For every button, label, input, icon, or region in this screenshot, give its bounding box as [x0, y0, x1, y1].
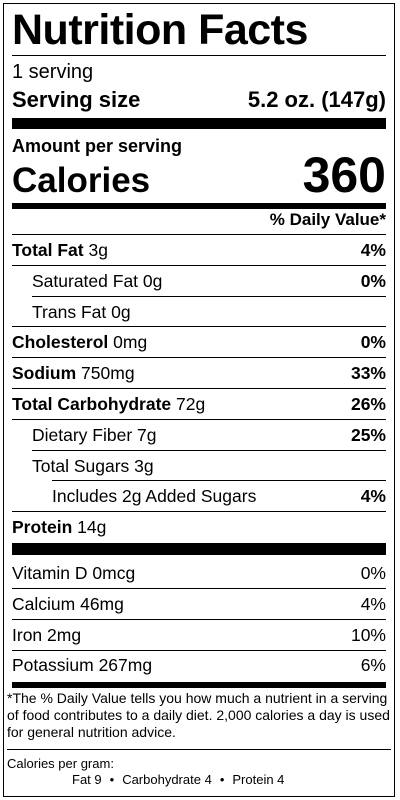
daily-value-footnote: *The % Daily Value tells you how much a …: [7, 690, 390, 740]
divider-medium: [12, 682, 386, 688]
divider-thin: [12, 357, 386, 358]
divider-thin: [12, 55, 386, 56]
nutrient-amount: 0g: [142, 271, 163, 291]
nutrient-row-total-sugars: Total Sugars 3g: [12, 451, 386, 481]
divider-thin: [12, 419, 386, 420]
vitamin-name: Potassium: [12, 655, 94, 675]
divider-thin: [32, 450, 386, 451]
nutrient-row-added-sugars: Includes 2g Added Sugars 4%: [12, 481, 386, 511]
nutrient-amount: 750mg: [81, 363, 135, 383]
calories-per-gram-values: Fat 9 • Carbohydrate 4 • Protein 4: [72, 772, 284, 788]
nutrient-row-cholesterol: Cholesterol 0mg 0%: [12, 327, 386, 357]
bullet-separator: •: [219, 772, 225, 787]
serving-size-value: 5.2 oz. (147g): [247, 87, 386, 112]
nutrient-row-total-carbohydrate: Total Carbohydrate 72g 26%: [12, 389, 386, 419]
vitamin-amount: 267mg: [98, 655, 153, 675]
nutrient-name: Total Sugars: [32, 456, 130, 476]
divider-thin: [12, 511, 386, 512]
divider-thin: [52, 480, 386, 481]
divider-medium: [12, 203, 386, 209]
divider-thin: [12, 588, 386, 589]
divider-thin: [12, 650, 386, 651]
nutrient-dv: 4%: [360, 240, 386, 260]
divider-thick: [12, 543, 386, 555]
vitamin-name: Vitamin D: [12, 563, 88, 583]
nutrient-name: Cholesterol: [12, 332, 109, 352]
nutrient-amount: 0g: [111, 302, 131, 322]
cpg-fat: Fat 9: [72, 772, 102, 787]
vitamin-dv: 6%: [360, 655, 386, 675]
nutrient-dv: 4%: [360, 486, 386, 506]
vitamin-amount: 2mg: [47, 625, 82, 645]
nutrient-amount: 3g: [88, 240, 108, 260]
nutrient-name: Total Carbohydrate: [12, 394, 172, 414]
nutrient-name: Dietary Fiber: [32, 425, 133, 445]
nutrient-dv: 26%: [350, 394, 386, 414]
nutrient-row-total-fat: Total Fat 3g 4%: [12, 235, 386, 265]
divider-thin: [12, 619, 386, 620]
divider-thin: [7, 749, 391, 750]
label-title: Nutrition Facts: [12, 6, 308, 54]
nutrient-dv: 33%: [350, 363, 386, 383]
nutrient-amount: 7g: [137, 425, 157, 445]
vitamin-name: Calcium: [12, 594, 76, 614]
serving-size-label: Serving size: [12, 87, 141, 112]
calories-per-gram-label: Calories per gram:: [7, 756, 114, 771]
nutrient-dv: 25%: [350, 425, 386, 445]
nutrient-name: Total Fat: [12, 240, 84, 260]
nutrient-name: Sodium: [12, 363, 77, 383]
vitamin-amount: 46mg: [80, 594, 124, 614]
vitamin-row-iron: Iron 2mg 10%: [12, 620, 386, 650]
nutrient-amount: 0mg: [113, 332, 148, 352]
bullet-separator: •: [109, 772, 115, 787]
divider-thin: [12, 326, 386, 327]
divider-thick: [12, 118, 386, 129]
servings-per-container: 1 serving: [12, 61, 94, 83]
nutrient-name: Protein: [12, 517, 73, 537]
vitamin-dv: 0%: [360, 563, 386, 583]
nutrient-row-protein: Protein 14g: [12, 512, 386, 542]
nutrient-amount: 72g: [176, 394, 206, 414]
divider-thin: [12, 265, 386, 266]
nutrient-row-saturated-fat: Saturated Fat 0g 0%: [12, 266, 386, 296]
vitamin-dv: 4%: [360, 594, 386, 614]
nutrient-dv: 0%: [360, 332, 386, 352]
nutrient-name: Trans Fat: [32, 302, 107, 322]
vitamin-name: Iron: [12, 625, 43, 645]
divider-thin: [32, 296, 386, 297]
nutrient-row-dietary-fiber: Dietary Fiber 7g 25%: [12, 420, 386, 450]
nutrient-name: Includes 2g Added Sugars: [52, 486, 257, 506]
vitamin-row-vitamin-d: Vitamin D 0mcg 0%: [12, 558, 386, 588]
cpg-protein: Protein 4: [232, 772, 285, 787]
nutrient-amount: 14g: [77, 517, 107, 537]
divider-thin: [12, 234, 386, 235]
amount-per-serving: Amount per serving: [12, 136, 183, 156]
divider-thin: [12, 388, 386, 389]
serving-size-row: Serving size 5.2 oz. (147g): [12, 87, 386, 113]
daily-value-header: % Daily Value*: [269, 210, 386, 229]
nutrient-dv: 0%: [360, 271, 386, 291]
vitamin-row-potassium: Potassium 267mg 6%: [12, 650, 386, 680]
vitamin-dv: 10%: [350, 625, 386, 645]
nutrition-label: Nutrition Facts 1 serving Serving size 5…: [3, 3, 395, 797]
nutrient-name: Saturated Fat: [32, 271, 139, 291]
nutrient-row-sodium: Sodium 750mg 33%: [12, 358, 386, 388]
calories-value: 360: [302, 147, 386, 203]
vitamin-row-calcium: Calcium 46mg 4%: [12, 589, 386, 619]
vitamin-amount: 0mcg: [92, 563, 136, 583]
calories-label: Calories: [12, 161, 151, 200]
nutrient-amount: 3g: [134, 456, 154, 476]
nutrient-row-trans-fat: Trans Fat 0g: [12, 297, 386, 327]
cpg-carbohydrate: Carbohydrate 4: [122, 772, 212, 787]
